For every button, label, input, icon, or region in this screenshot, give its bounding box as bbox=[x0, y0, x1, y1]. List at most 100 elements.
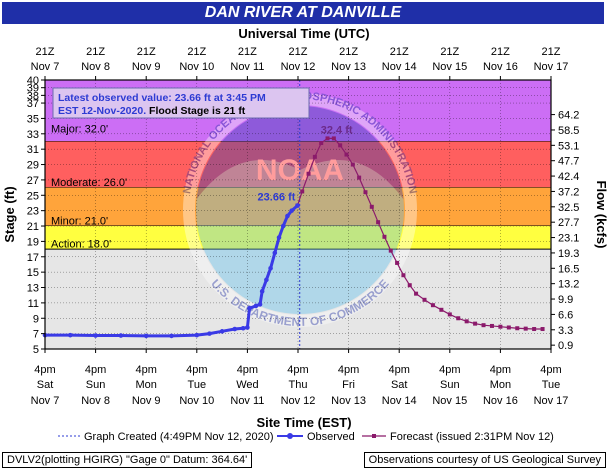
y-tick-label-left: 21 bbox=[27, 221, 39, 233]
x-top-label-time: 21Z bbox=[86, 46, 105, 58]
forecast-point bbox=[401, 273, 406, 278]
x-tick-label-date: Nov 16 bbox=[483, 395, 518, 407]
x-top-label-date: Nov 8 bbox=[81, 61, 110, 73]
forecast-point bbox=[357, 175, 362, 180]
info-box: Latest observed value: 23.66 ft at 3:45 … bbox=[52, 87, 310, 119]
observed-point bbox=[268, 266, 273, 271]
y-tick-label-right: 32.5 bbox=[558, 202, 579, 214]
x-tick-label-time: 4pm bbox=[287, 364, 308, 376]
forecast-point bbox=[363, 190, 368, 195]
x-top-label-date: Nov 14 bbox=[382, 61, 417, 73]
x-tick-label-day: Wed bbox=[236, 379, 258, 391]
band-label-action: Action: 18.0' bbox=[51, 239, 111, 251]
observed-point bbox=[232, 326, 238, 332]
forecast-point bbox=[395, 260, 400, 265]
legend-forecast-marker bbox=[372, 434, 376, 438]
x-tick-label-time: 4pm bbox=[237, 364, 258, 376]
y-tick-label-left: 31 bbox=[27, 144, 39, 156]
band-label-minor: Minor: 21.0' bbox=[51, 215, 108, 227]
y-axis-left-title: Stage (ft) bbox=[2, 186, 17, 242]
observed-point bbox=[295, 203, 300, 208]
x-tick-label-time: 4pm bbox=[490, 364, 511, 376]
observed-point bbox=[93, 333, 98, 338]
forecast-point bbox=[325, 136, 330, 141]
observed-point bbox=[257, 302, 263, 307]
x-tick-label-day: Fri bbox=[342, 379, 355, 391]
top-axis-title: Universal Time (UTC) bbox=[238, 26, 369, 41]
forecast-point bbox=[382, 234, 387, 239]
x-axis-title: Site Time (EST) bbox=[256, 415, 351, 430]
x-top-label-date: Nov 15 bbox=[432, 61, 467, 73]
y-tick-label-left: 25 bbox=[27, 190, 39, 202]
observed-point bbox=[272, 250, 278, 256]
x-tick-label-date: Nov 14 bbox=[382, 395, 417, 407]
y-tick-label-right: 3.3 bbox=[558, 325, 573, 337]
observed-point bbox=[207, 331, 212, 336]
x-top-label-time: 21Z bbox=[339, 46, 358, 58]
y-tick-label-right: 53.1 bbox=[558, 140, 579, 152]
forecast-point bbox=[439, 307, 444, 312]
x-tick-label-time: 4pm bbox=[135, 364, 156, 376]
forecast-point bbox=[481, 323, 486, 328]
y-axis-right-title: Flow (kcfs) bbox=[594, 181, 608, 249]
band-label-moderate: Moderate: 26.0' bbox=[51, 177, 127, 189]
observed-point bbox=[253, 303, 259, 309]
legend-created-label: Graph Created (4:49PM Nov 12, 2020) bbox=[84, 431, 274, 443]
observed-point bbox=[289, 208, 294, 213]
y-tick-label-left: 40 bbox=[27, 75, 39, 87]
x-top-label-date: Nov 12 bbox=[281, 61, 316, 73]
x-tick-label-date: Nov 11 bbox=[230, 395, 264, 407]
observed-point bbox=[247, 305, 252, 311]
annotation-label: 23.66 ft bbox=[258, 192, 296, 204]
x-tick-label-date: Nov 7 bbox=[31, 395, 60, 407]
observed-point bbox=[118, 333, 124, 338]
observed-point bbox=[194, 332, 200, 338]
y-tick-label-right: 13.2 bbox=[558, 279, 579, 291]
x-tick-label-time: 4pm bbox=[439, 364, 460, 376]
forecast-point bbox=[300, 189, 305, 194]
info-line-flood: EST 12-Nov-2020. Flood Stage is 21 ft bbox=[58, 105, 246, 117]
flood-category-labels: Major: 32.0' Moderate: 26.0' Minor: 21.0' A… bbox=[51, 123, 127, 250]
x-top-label-time: 21Z bbox=[390, 46, 409, 58]
y-tick-label-right: 27.7 bbox=[558, 217, 579, 229]
y-tick-label-left: 39 bbox=[27, 83, 39, 95]
forecast-point bbox=[464, 319, 469, 324]
x-top-label-time: 21Z bbox=[542, 46, 561, 58]
y-tick-label-right: 47.7 bbox=[558, 156, 579, 168]
forecast-point bbox=[498, 324, 503, 329]
info-box-frame bbox=[52, 87, 310, 119]
y-tick-label-right: 64.2 bbox=[558, 110, 579, 122]
x-top-label-time: 21Z bbox=[137, 46, 156, 58]
x-tick-label-day: Thu bbox=[289, 379, 308, 391]
x-tick-label-date: Nov 8 bbox=[81, 395, 110, 407]
x-tick-label-date: Nov 10 bbox=[179, 395, 214, 407]
forecast-point bbox=[338, 143, 343, 148]
forecast-point bbox=[532, 327, 537, 332]
band-label-major: Major: 32.0' bbox=[51, 123, 108, 135]
observed-point bbox=[240, 325, 246, 331]
x-tick-label-date: Nov 12 bbox=[281, 395, 316, 407]
y-tick-label-right: 9.9 bbox=[558, 294, 573, 306]
x-tick-label-day: Sun bbox=[440, 379, 460, 391]
x-top-label-time: 21Z bbox=[491, 46, 510, 58]
x-tick-label-day: Sat bbox=[37, 379, 54, 391]
y-tick-label-right: 6.6 bbox=[558, 309, 573, 321]
x-tick-label-time: 4pm bbox=[85, 364, 106, 376]
x-tick-label-date: Nov 13 bbox=[331, 395, 366, 407]
forecast-point bbox=[407, 283, 412, 288]
x-top-label-date: Nov 10 bbox=[179, 61, 214, 73]
y-tick-label-left: 37 bbox=[27, 98, 39, 110]
observed-point bbox=[245, 325, 250, 330]
y-tick-label-left: 27 bbox=[27, 175, 39, 187]
forecast-point bbox=[506, 325, 511, 330]
forecast-point bbox=[414, 291, 419, 296]
x-top-label-time: 21Z bbox=[238, 46, 257, 58]
observed-point bbox=[219, 329, 225, 334]
x-tick-label-date: Nov 9 bbox=[132, 395, 161, 407]
x-tick-label-time: 4pm bbox=[338, 364, 359, 376]
x-tick-label-day: Sun bbox=[86, 379, 106, 391]
info-date: EST 12-Nov-2020. bbox=[58, 105, 146, 117]
forecast-point bbox=[515, 326, 520, 331]
y-tick-label-left: 13 bbox=[27, 283, 39, 295]
y-tick-label-left: 29 bbox=[27, 160, 39, 172]
